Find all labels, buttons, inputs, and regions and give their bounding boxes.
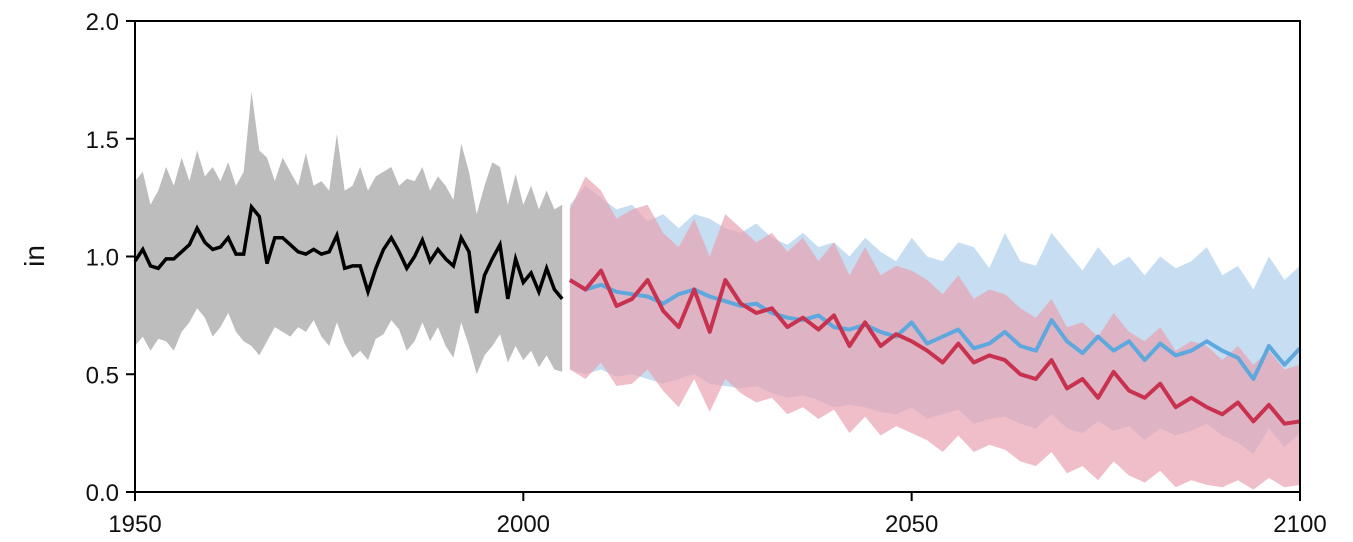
x-tick-label-2050: 2050 bbox=[885, 511, 938, 538]
y-tick-label-0.5: 0.5 bbox=[86, 362, 119, 389]
higher-scenario-mean-line bbox=[568, 268, 1301, 426]
y-axis-title: in bbox=[19, 245, 50, 267]
y-tick-label-0.0: 0.0 bbox=[86, 480, 119, 507]
x-tick-label-1950: 1950 bbox=[108, 511, 161, 538]
historical-mean-line bbox=[133, 202, 564, 314]
y-tick-label-1.0: 1.0 bbox=[86, 245, 119, 272]
historical-range-band bbox=[135, 91, 563, 375]
x-tick-label-2000: 2000 bbox=[497, 511, 550, 538]
x-tick-label-2100: 2100 bbox=[1273, 511, 1326, 538]
y-axis: 0.0 0.5 1.0 1.5 2.0 bbox=[86, 9, 135, 507]
x-axis: 1950 2000 2050 2100 bbox=[108, 492, 1327, 538]
higher-scenario-range-band bbox=[569, 176, 1300, 490]
lower-scenario-mean-line bbox=[568, 278, 1302, 381]
uncertainty-bands bbox=[135, 91, 1300, 490]
mean-lines bbox=[133, 202, 1302, 426]
y-tick-label-1.5: 1.5 bbox=[86, 127, 119, 154]
y-tick-label-2.0: 2.0 bbox=[86, 9, 119, 36]
